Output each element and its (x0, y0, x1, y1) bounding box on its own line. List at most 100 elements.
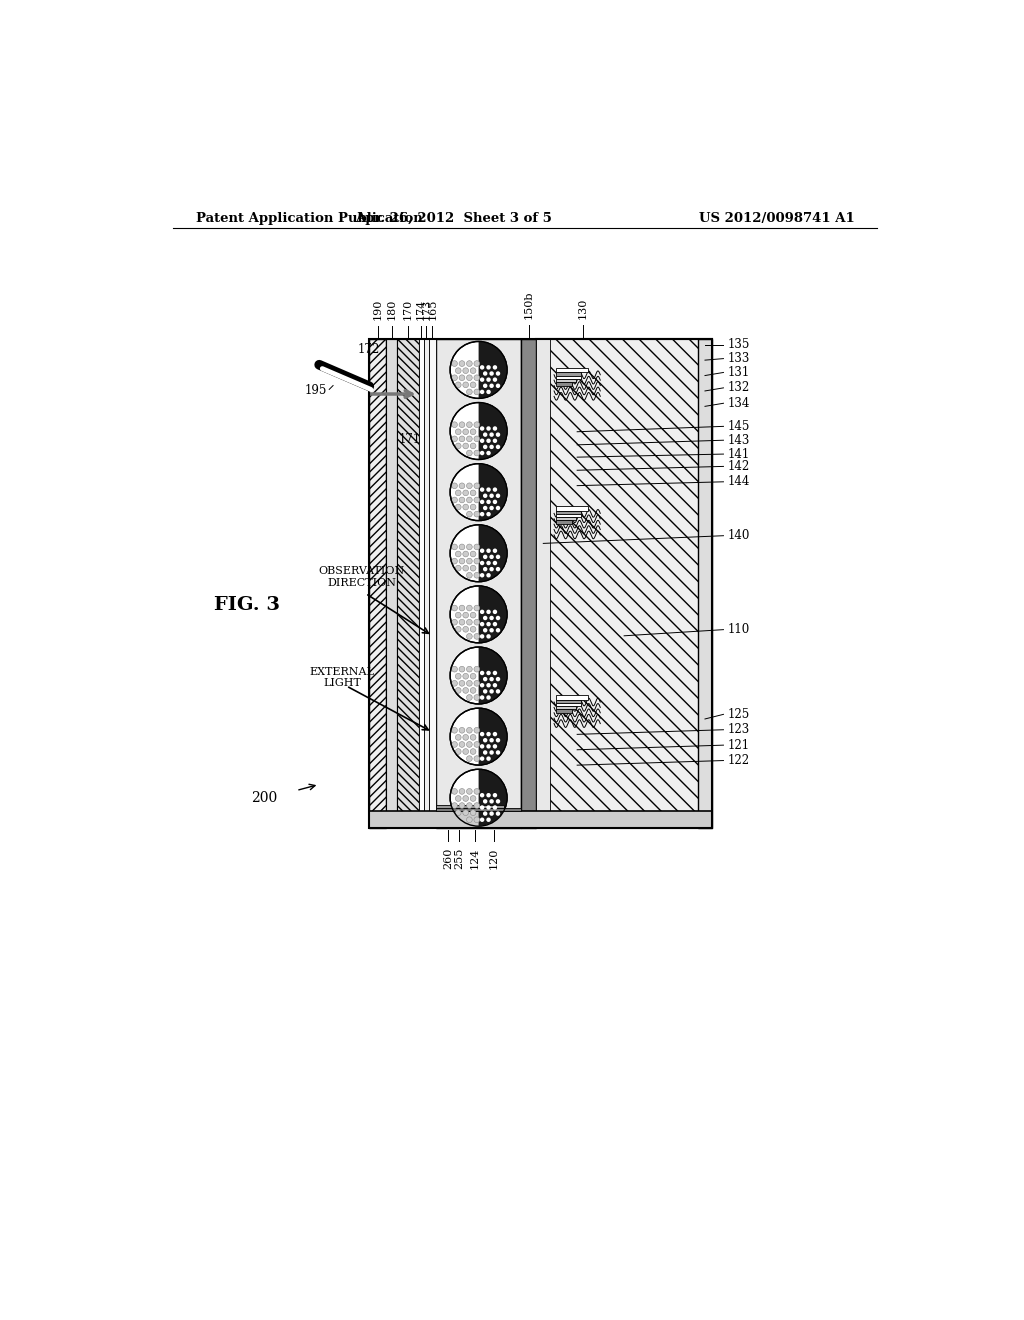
Circle shape (474, 694, 479, 701)
Circle shape (467, 605, 472, 611)
Circle shape (467, 422, 472, 428)
Circle shape (463, 734, 469, 741)
Bar (419, 339, 424, 829)
Circle shape (474, 681, 479, 686)
Circle shape (451, 708, 507, 766)
Bar (537, 339, 712, 829)
Bar (436, 805, 504, 808)
Circle shape (467, 694, 472, 701)
Circle shape (451, 403, 507, 459)
Circle shape (470, 688, 476, 693)
Circle shape (496, 615, 501, 620)
Circle shape (483, 445, 487, 449)
Text: 165: 165 (427, 298, 437, 321)
Circle shape (480, 622, 484, 627)
Circle shape (483, 615, 487, 620)
Bar (521, 339, 537, 829)
Circle shape (493, 438, 498, 444)
Circle shape (480, 744, 484, 748)
Circle shape (463, 627, 469, 632)
Circle shape (467, 634, 472, 639)
Circle shape (452, 558, 458, 564)
Circle shape (459, 681, 465, 686)
Wedge shape (478, 770, 507, 826)
Circle shape (496, 445, 501, 449)
Circle shape (467, 727, 472, 733)
Text: Apr. 26, 2012  Sheet 3 of 5: Apr. 26, 2012 Sheet 3 of 5 (355, 213, 552, 224)
Text: 130: 130 (578, 297, 588, 318)
Text: FIG. 3: FIG. 3 (214, 597, 280, 614)
Text: 171: 171 (398, 433, 421, 446)
Circle shape (470, 673, 476, 678)
Circle shape (486, 500, 490, 504)
Circle shape (456, 612, 461, 618)
Circle shape (493, 366, 498, 370)
Circle shape (470, 490, 476, 496)
Bar (370, 339, 386, 829)
Circle shape (456, 552, 461, 557)
Text: 110: 110 (727, 623, 750, 636)
Circle shape (483, 494, 487, 498)
Circle shape (480, 500, 484, 504)
Circle shape (451, 342, 507, 399)
Text: 140: 140 (727, 529, 750, 543)
Circle shape (467, 742, 472, 747)
Circle shape (480, 487, 484, 492)
Circle shape (467, 483, 472, 488)
Circle shape (459, 544, 465, 550)
Text: 123: 123 (727, 723, 750, 737)
Circle shape (480, 805, 484, 809)
Circle shape (480, 573, 484, 577)
Circle shape (486, 426, 490, 430)
Circle shape (493, 682, 498, 688)
Circle shape (483, 738, 487, 742)
Circle shape (463, 429, 469, 434)
Circle shape (474, 436, 479, 442)
Circle shape (489, 812, 494, 816)
Circle shape (463, 444, 469, 449)
Circle shape (493, 731, 498, 737)
Bar (436, 808, 521, 812)
Circle shape (483, 554, 487, 560)
Circle shape (474, 756, 479, 762)
Bar (556, 706, 577, 709)
Text: 142: 142 (727, 459, 750, 473)
Circle shape (474, 483, 479, 488)
Bar (698, 339, 712, 829)
Circle shape (480, 378, 484, 381)
Circle shape (459, 422, 465, 428)
Circle shape (452, 360, 458, 367)
Circle shape (480, 682, 484, 688)
Circle shape (459, 483, 465, 488)
Circle shape (483, 689, 487, 693)
Text: 124: 124 (470, 847, 480, 869)
Circle shape (493, 793, 498, 797)
Circle shape (463, 565, 469, 572)
Text: 255: 255 (455, 847, 464, 869)
Circle shape (489, 738, 494, 742)
Circle shape (456, 368, 461, 374)
Circle shape (474, 573, 479, 578)
Circle shape (470, 565, 476, 572)
Circle shape (480, 561, 484, 565)
Circle shape (467, 558, 472, 564)
Circle shape (474, 389, 479, 395)
Circle shape (480, 634, 484, 639)
Circle shape (496, 554, 501, 560)
Circle shape (470, 552, 476, 557)
Circle shape (489, 371, 494, 376)
Bar (556, 368, 588, 372)
Circle shape (451, 770, 507, 826)
Circle shape (463, 796, 469, 801)
Circle shape (456, 627, 461, 632)
Circle shape (467, 498, 472, 503)
Circle shape (463, 552, 469, 557)
Circle shape (489, 566, 494, 572)
Circle shape (463, 688, 469, 693)
Bar (397, 339, 419, 829)
Circle shape (463, 748, 469, 755)
Circle shape (480, 696, 484, 700)
Circle shape (452, 667, 458, 672)
Circle shape (480, 438, 484, 444)
Circle shape (470, 748, 476, 755)
